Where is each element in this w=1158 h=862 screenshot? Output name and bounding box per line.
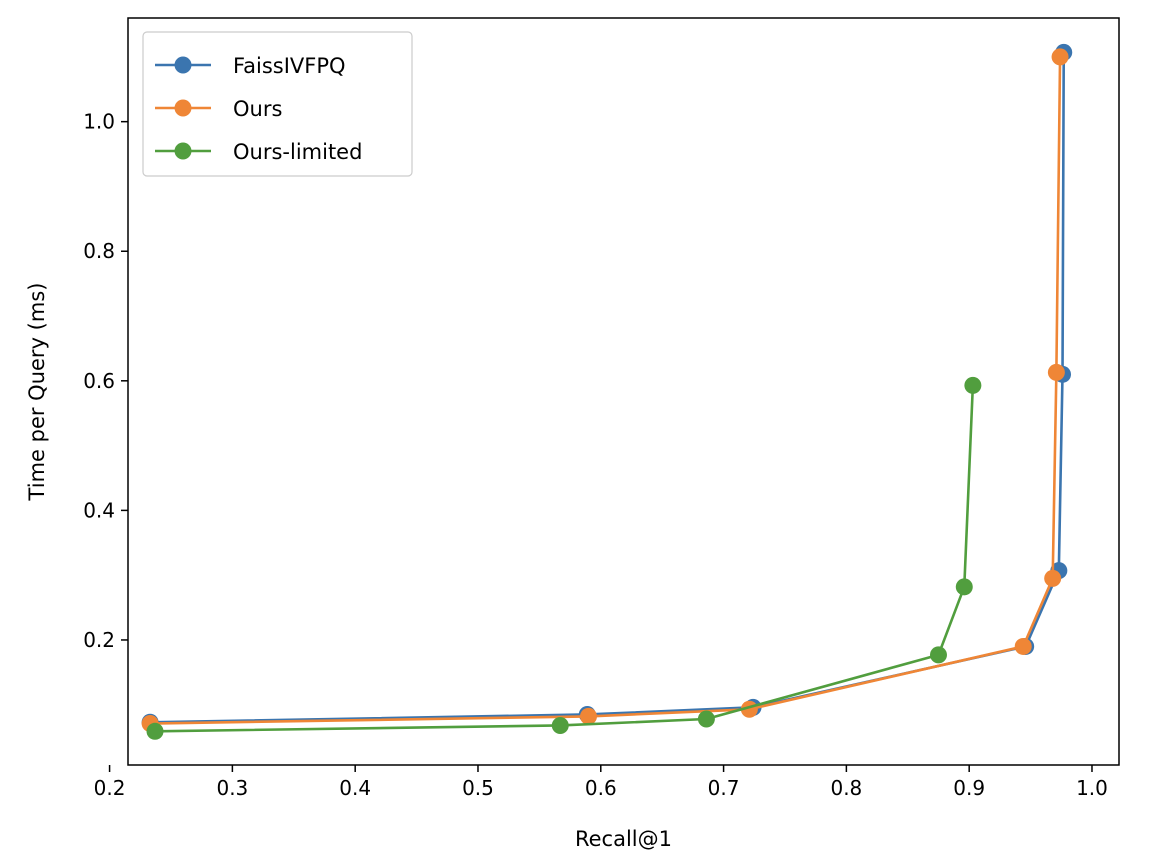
y-tick-label: 1.0: [83, 110, 115, 134]
legend-marker: [174, 142, 192, 160]
legend-item: Ours-limited: [155, 140, 362, 164]
data-point-ours: [1044, 569, 1062, 587]
x-tick-label: 0.3: [216, 776, 248, 800]
x-tick-label: 0.8: [830, 776, 862, 800]
x-tick-label: 0.5: [462, 776, 494, 800]
y-axis-ticks: 0.2 0.4 0.6 0.8 1.0: [83, 110, 128, 652]
data-point-ours-limited: [929, 646, 947, 664]
legend-label: Ours-limited: [233, 140, 362, 164]
x-tick-label: 0.9: [953, 776, 985, 800]
x-tick-label: 0.7: [708, 776, 740, 800]
data-point-ours-limited: [955, 578, 973, 596]
data-point-ours: [1047, 363, 1065, 381]
legend-box: [142, 31, 413, 177]
data-point-ours-limited: [964, 376, 982, 394]
series-ours-limited: [146, 376, 982, 740]
data-point-ours-limited: [551, 716, 569, 734]
legend-item: Ours: [155, 97, 282, 121]
legend: FaissIVFPQ Ours Ours-limited: [142, 31, 413, 177]
y-tick-label: 0.2: [83, 628, 115, 652]
y-tick-label: 0.6: [83, 369, 115, 393]
y-tick-label: 0.8: [83, 239, 115, 263]
x-tick-label: 0.2: [94, 776, 126, 800]
x-tick-label: 1.0: [1076, 776, 1108, 800]
legend-marker: [174, 56, 192, 74]
series-ours: [141, 48, 1069, 733]
axes-frame: [127, 17, 1120, 766]
legend-marker: [174, 99, 192, 117]
legend-label: FaissIVFPQ: [233, 54, 346, 78]
legend-item: FaissIVFPQ: [155, 54, 346, 78]
legend-label: Ours: [233, 97, 282, 121]
y-tick-label: 0.4: [83, 498, 115, 522]
y-axis-label: Time per Query (ms): [25, 283, 49, 502]
series-line-ours-limited: [154, 385, 975, 733]
data-point-ours: [1051, 48, 1069, 66]
series-layer: [141, 43, 1073, 740]
data-point-ours: [580, 707, 598, 725]
x-axis-label: Recall@1: [575, 827, 672, 851]
data-point-ours: [1014, 637, 1032, 655]
x-tick-label: 0.4: [339, 776, 371, 800]
x-axis-ticks: 0.2 0.3 0.4 0.5 0.6 0.7 0.8 0.9 1.0: [94, 765, 1108, 800]
data-point-ours-limited: [146, 722, 164, 740]
data-point-ours-limited: [697, 710, 715, 728]
x-tick-label: 0.6: [585, 776, 617, 800]
